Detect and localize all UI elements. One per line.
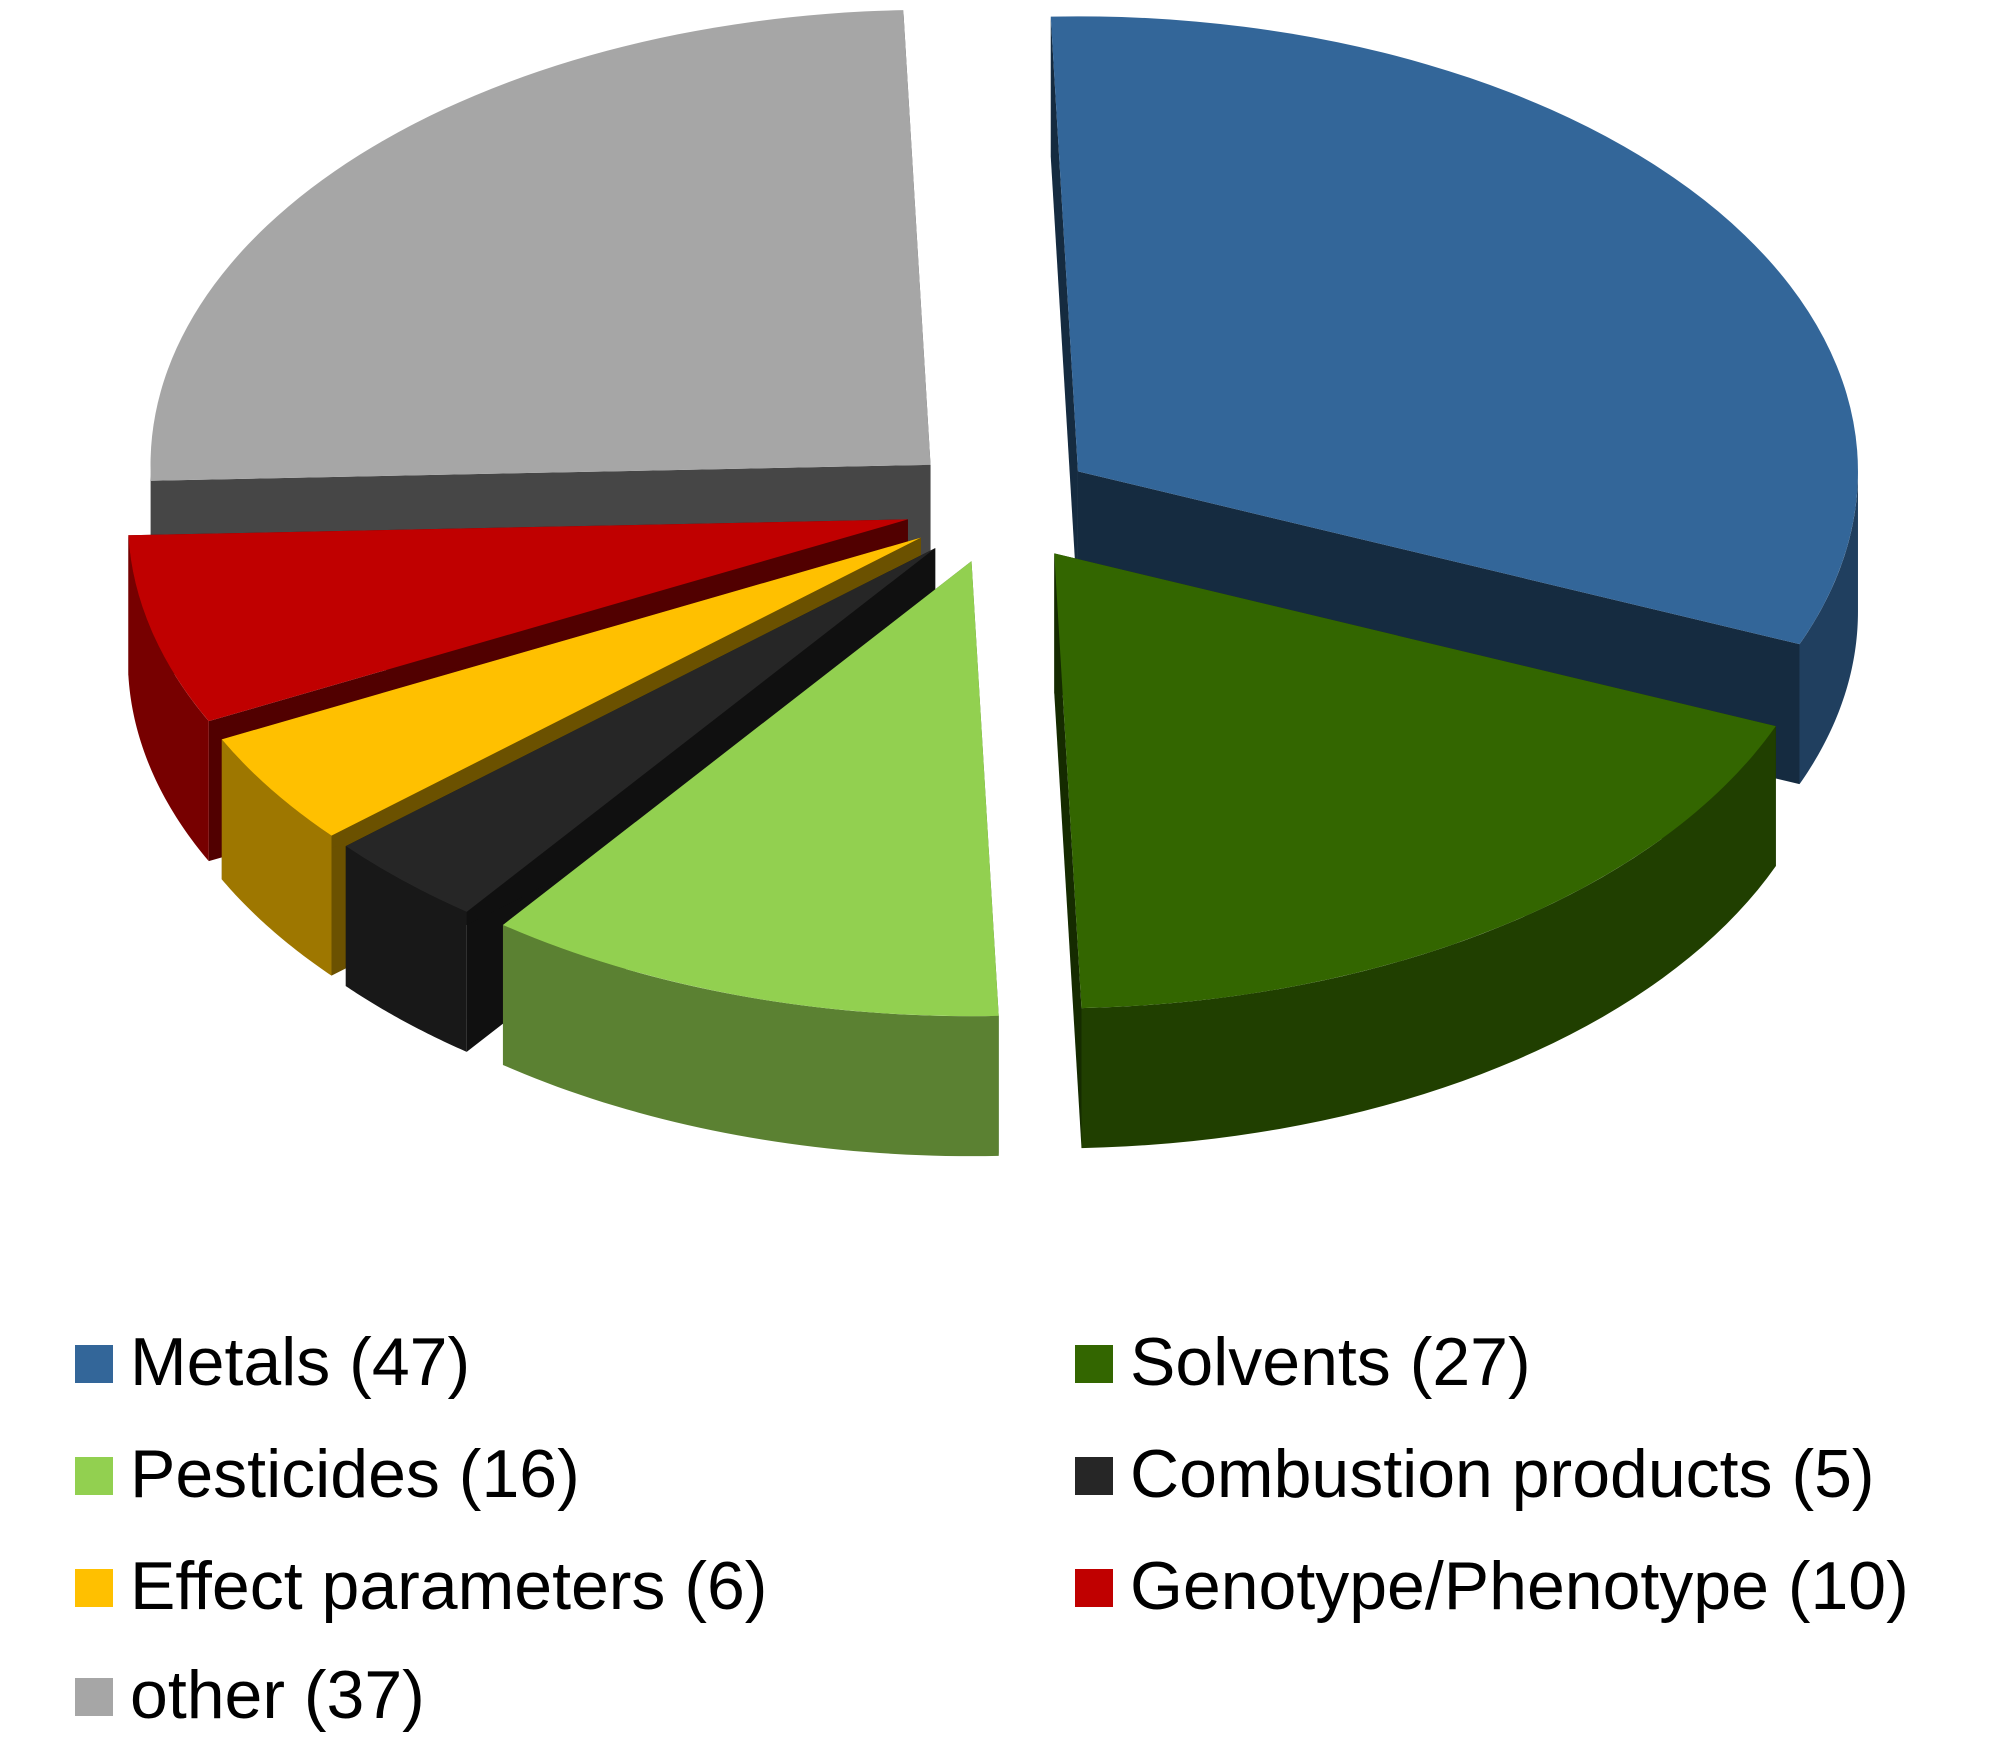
slice-top-face (1054, 553, 1776, 1009)
slice-outer-wall (502, 924, 999, 1157)
legend-label: Combustion products (5) (1130, 1436, 1875, 1512)
legend-entry-effect-parameters: Effect parameters (6) (75, 1548, 767, 1624)
legend-entry-solvents: Solvents (27) (1075, 1324, 1531, 1400)
slice-outer-wall (1081, 726, 1776, 1149)
slice-top-face (502, 561, 999, 1017)
slice-top-face (221, 537, 921, 836)
slice-top-face (128, 519, 908, 722)
legend-swatch (75, 1569, 113, 1607)
legend-label: Genotype/Phenotype (10) (1130, 1548, 1909, 1624)
pie-slice-pesticides (502, 561, 999, 1157)
legend-swatch (1075, 1345, 1113, 1383)
legend-label: other (37) (130, 1657, 425, 1733)
slice-top-face (345, 548, 936, 912)
legend-label: Solvents (27) (1130, 1324, 1531, 1400)
slice-outer-wall (221, 739, 332, 976)
legend-swatch (75, 1678, 113, 1716)
legend-label: Pesticides (16) (130, 1436, 580, 1512)
slice-side-wall (1050, 16, 1078, 612)
legend-entry-genotype-phenotype: Genotype/Phenotype (10) (1075, 1548, 1909, 1624)
slice-top-face (150, 10, 931, 481)
legend-entry-pesticides: Pesticides (16) (75, 1436, 580, 1512)
legend-label: Effect parameters (6) (130, 1548, 767, 1624)
slice-top-face (1050, 16, 1858, 645)
legend-swatch (1075, 1457, 1113, 1495)
legend-label: Metals (47) (130, 1324, 470, 1400)
legend-entry-combustion-products: Combustion products (5) (1075, 1436, 1875, 1512)
slice-side-wall (1054, 553, 1082, 1149)
slice-outer-wall (128, 535, 209, 862)
slice-outer-wall (345, 846, 467, 1052)
slice-outer-wall (1799, 471, 1858, 785)
legend-swatch (75, 1457, 113, 1495)
chart-legend: Metals (47) Solvents (27) Pesticides (16) C… (75, 1324, 1909, 1733)
legend-entry-other: other (37) (75, 1657, 425, 1733)
legend-swatch (75, 1345, 113, 1383)
pie-slice-solvents (1054, 553, 1776, 1149)
legend-swatch (1075, 1569, 1113, 1607)
legend-entry-metals: Metals (47) (75, 1324, 470, 1400)
pie-slices (128, 10, 1858, 1157)
